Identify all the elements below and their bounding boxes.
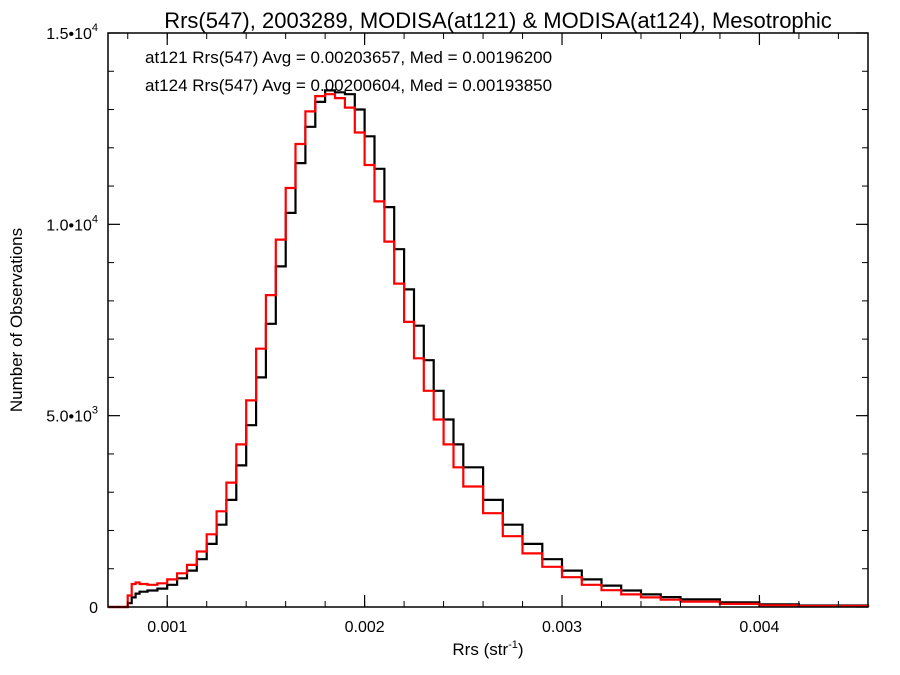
x-axis-label: Rrs (str-1) [452,639,523,659]
y-tick-label: 0 [89,600,98,617]
y-tick-label: 1.5•104 [46,22,98,43]
x-tick-label: 0.003 [542,619,582,636]
series-line-at124 [108,93,870,609]
x-tick-label: 0.004 [739,619,779,636]
annotation-at121: at121 Rrs(547) Avg = 0.00203657, Med = 0… [145,48,552,67]
y-tick-label: 1.0•104 [46,213,98,234]
x-tick-label: 0.002 [345,619,385,636]
series-line-at121 [108,89,870,609]
annotation-at124: at124 Rrs(547) Avg = 0.00200604, Med = 0… [145,76,552,95]
y-tick-label: 5.0•103 [46,405,98,426]
chart-title: Rrs(547), 2003289, MODISA(at121) & MODIS… [164,8,832,33]
x-tick-label: 0.001 [147,619,187,636]
y-axis-ticks: 0 5.0•103 1.0•104 1.5•104 [46,22,868,617]
plot-area [108,89,870,609]
x-axis-ticks: 0.001 0.002 0.003 0.004 [127,33,839,636]
y-axis-label: Number of Observations [7,228,26,412]
plot-frame [107,32,869,608]
